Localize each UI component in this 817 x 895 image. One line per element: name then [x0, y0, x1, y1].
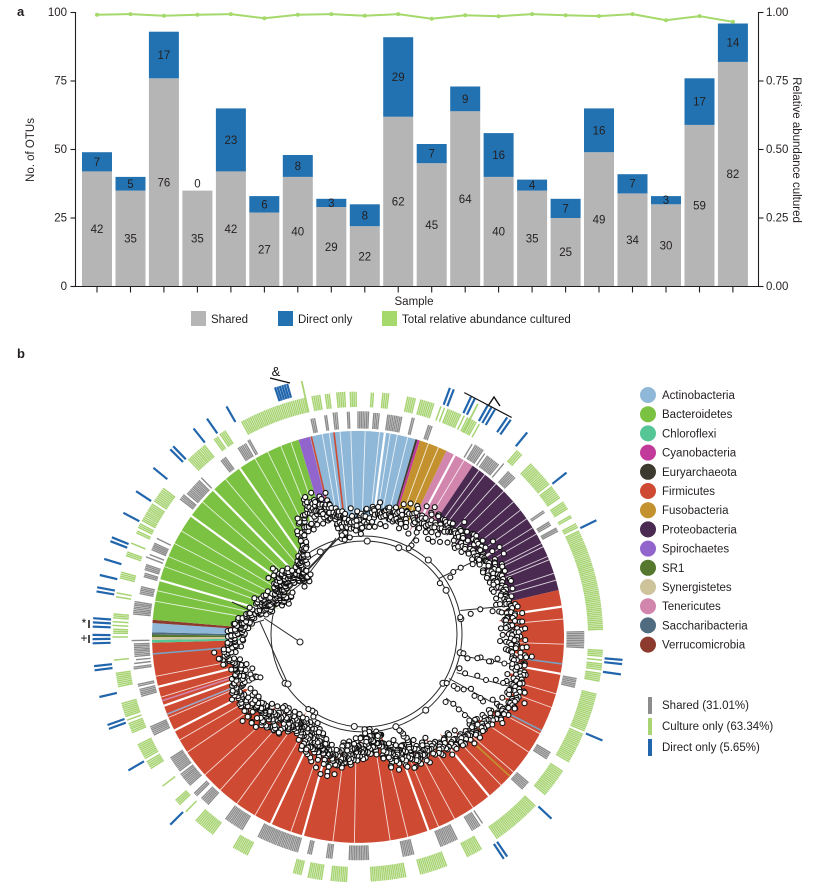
svg-text:8: 8: [295, 161, 301, 173]
svg-text:Shared: Shared: [211, 314, 248, 326]
svg-text:50: 50: [54, 144, 67, 156]
svg-text:b: b: [17, 346, 25, 361]
svg-text:76: 76: [158, 177, 171, 189]
svg-text:59: 59: [693, 201, 706, 213]
svg-text:0: 0: [194, 179, 200, 191]
svg-text:17: 17: [693, 97, 706, 109]
svg-text:0.25: 0.25: [766, 213, 788, 225]
svg-text:16: 16: [593, 125, 606, 137]
svg-text:7: 7: [428, 149, 434, 161]
svg-text:22: 22: [358, 251, 371, 263]
svg-text:Saccharibacteria: Saccharibacteria: [662, 620, 748, 632]
svg-text:*: *: [82, 616, 87, 630]
svg-text:7: 7: [629, 179, 635, 191]
svg-text:75: 75: [54, 76, 67, 88]
svg-text:Chloroflexi: Chloroflexi: [662, 428, 716, 440]
svg-text:Actinobacteria: Actinobacteria: [662, 390, 735, 402]
svg-text:7: 7: [562, 203, 568, 215]
svg-text:35: 35: [526, 234, 539, 246]
svg-text:3: 3: [663, 195, 669, 207]
svg-text:0.50: 0.50: [766, 144, 788, 156]
svg-text:25: 25: [559, 247, 572, 259]
svg-text:5: 5: [127, 179, 133, 191]
svg-text:4: 4: [529, 180, 536, 192]
svg-text:Synergistetes: Synergistetes: [662, 582, 732, 594]
svg-text:62: 62: [392, 197, 405, 209]
svg-text:42: 42: [225, 224, 238, 236]
svg-text:Shared (31.01%): Shared (31.01%): [662, 700, 749, 712]
svg-text:0.75: 0.75: [766, 76, 788, 88]
svg-text:42: 42: [91, 224, 104, 236]
svg-text:Proteobacteria: Proteobacteria: [662, 524, 737, 536]
svg-text:Relative abundance cultured: Relative abundance cultured: [790, 77, 802, 223]
svg-text:+: +: [80, 631, 87, 645]
svg-text:7: 7: [94, 157, 100, 169]
svg-text:49: 49: [593, 214, 606, 226]
svg-text:0.00: 0.00: [766, 281, 788, 293]
svg-text:3: 3: [328, 198, 334, 210]
svg-text:SR1: SR1: [662, 563, 684, 575]
svg-text:Tenericutes: Tenericutes: [662, 601, 721, 613]
svg-text:30: 30: [660, 240, 673, 252]
svg-text:a: a: [17, 4, 25, 19]
svg-text:Bacteroidetes: Bacteroidetes: [662, 409, 733, 421]
svg-text:Verrucomicrobia: Verrucomicrobia: [662, 640, 746, 652]
svg-text:8: 8: [362, 210, 368, 222]
svg-text:Total relative abundance cultu: Total relative abundance cultured: [402, 314, 571, 326]
svg-text:64: 64: [459, 194, 472, 206]
svg-text:6: 6: [261, 199, 267, 211]
svg-text:Fusobacteria: Fusobacteria: [662, 505, 729, 517]
svg-text:No. of OTUs: No. of OTUs: [25, 118, 37, 182]
svg-text:Sample: Sample: [395, 296, 434, 308]
svg-text:45: 45: [425, 220, 438, 232]
svg-text:40: 40: [291, 227, 304, 239]
svg-text:82: 82: [727, 169, 740, 181]
svg-text:23: 23: [225, 135, 238, 147]
svg-text:34: 34: [626, 235, 639, 247]
svg-text:1.00: 1.00: [766, 7, 788, 19]
svg-text:Firmicutes: Firmicutes: [662, 486, 715, 498]
svg-text:Euryarchaeota: Euryarchaeota: [662, 467, 737, 479]
svg-text:35: 35: [191, 234, 204, 246]
svg-text:&: &: [272, 364, 281, 379]
svg-text:Direct only (5.65%): Direct only (5.65%): [662, 742, 760, 754]
svg-text:Direct only: Direct only: [298, 314, 353, 326]
svg-text:29: 29: [325, 242, 338, 254]
svg-text:14: 14: [727, 38, 740, 50]
svg-text:Cyanobacteria: Cyanobacteria: [662, 448, 737, 460]
svg-text:17: 17: [158, 50, 171, 62]
svg-text:9: 9: [462, 94, 468, 106]
svg-text:35: 35: [124, 234, 137, 246]
svg-text:40: 40: [492, 227, 505, 239]
svg-text:0: 0: [61, 281, 67, 293]
svg-text:100: 100: [48, 7, 67, 19]
svg-text:16: 16: [492, 150, 505, 162]
svg-text:Culture only (63.34%): Culture only (63.34%): [662, 721, 773, 733]
svg-text:27: 27: [258, 245, 271, 257]
svg-text:25: 25: [54, 213, 67, 225]
svg-text:Spirochaetes: Spirochaetes: [662, 544, 729, 556]
svg-text:29: 29: [392, 72, 405, 84]
